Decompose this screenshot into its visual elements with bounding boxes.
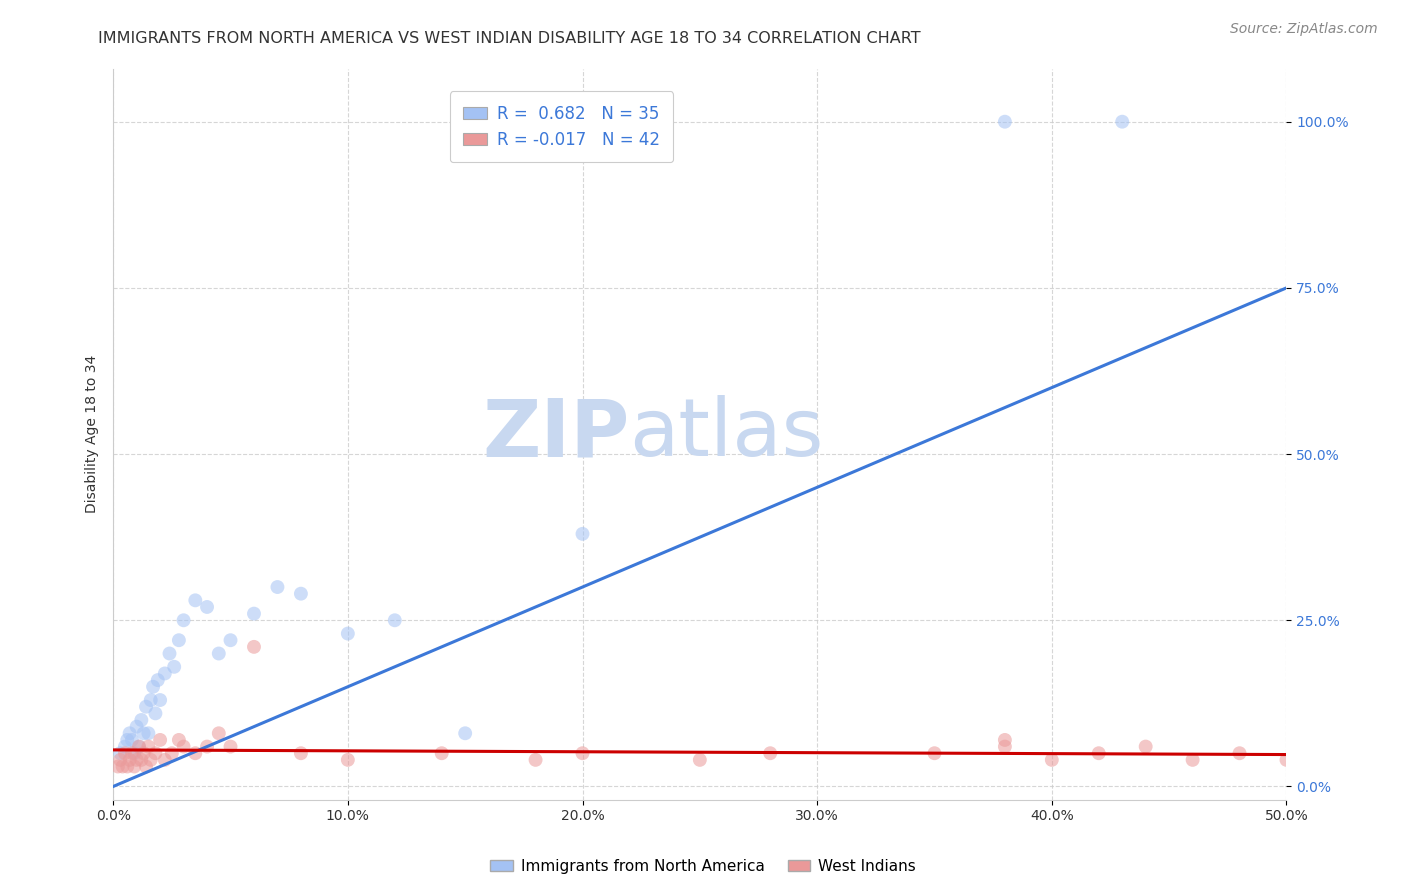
Point xyxy=(125,720,148,734)
Legend: R =  0.682   N = 35, R = -0.017   N = 42: R = 0.682 N = 35, R = -0.017 N = 42 xyxy=(450,92,673,162)
Point xyxy=(128,739,150,754)
Point xyxy=(384,613,406,627)
Point xyxy=(139,753,162,767)
Point xyxy=(571,746,593,760)
Point xyxy=(243,607,266,621)
Point xyxy=(153,666,176,681)
Point xyxy=(145,746,167,760)
Point xyxy=(132,726,155,740)
Point xyxy=(117,733,139,747)
Point xyxy=(524,753,547,767)
Point xyxy=(125,753,148,767)
Point xyxy=(121,733,143,747)
Point xyxy=(924,746,946,760)
Point xyxy=(1135,739,1157,754)
Point xyxy=(1229,746,1251,760)
Point xyxy=(110,746,132,760)
Point xyxy=(336,753,359,767)
Point xyxy=(138,739,160,754)
Point xyxy=(110,753,132,767)
Point xyxy=(114,746,136,760)
Point xyxy=(173,739,195,754)
Point xyxy=(139,693,162,707)
Point xyxy=(160,746,183,760)
Point xyxy=(146,673,169,687)
Text: atlas: atlas xyxy=(630,395,824,473)
Point xyxy=(430,746,453,760)
Point xyxy=(118,726,141,740)
Point xyxy=(219,633,242,648)
Point xyxy=(219,739,242,754)
Point xyxy=(243,640,266,654)
Point xyxy=(571,526,593,541)
Point xyxy=(759,746,782,760)
Point xyxy=(167,633,190,648)
Text: Source: ZipAtlas.com: Source: ZipAtlas.com xyxy=(1230,22,1378,37)
Text: IMMIGRANTS FROM NORTH AMERICA VS WEST INDIAN DISABILITY AGE 18 TO 34 CORRELATION: IMMIGRANTS FROM NORTH AMERICA VS WEST IN… xyxy=(98,31,921,46)
Point xyxy=(121,746,143,760)
Point xyxy=(118,753,141,767)
Point xyxy=(1111,114,1133,128)
Point xyxy=(142,680,165,694)
Point xyxy=(173,613,195,627)
Point xyxy=(1087,746,1109,760)
Point xyxy=(195,739,218,754)
Point xyxy=(132,746,155,760)
Point xyxy=(994,739,1017,754)
Point xyxy=(124,759,146,773)
Point xyxy=(290,587,312,601)
Point xyxy=(336,626,359,640)
Point xyxy=(117,759,139,773)
Point xyxy=(135,699,157,714)
Point xyxy=(149,693,172,707)
Point xyxy=(145,706,167,721)
Point xyxy=(131,753,153,767)
Point xyxy=(208,647,231,661)
Point xyxy=(1181,753,1204,767)
Point xyxy=(1275,753,1298,767)
Point xyxy=(184,746,207,760)
Point xyxy=(128,739,150,754)
Point xyxy=(159,647,181,661)
Point xyxy=(689,753,711,767)
Point xyxy=(184,593,207,607)
Point xyxy=(114,739,136,754)
Point xyxy=(167,733,190,747)
Point xyxy=(111,759,134,773)
Point xyxy=(290,746,312,760)
Y-axis label: Disability Age 18 to 34: Disability Age 18 to 34 xyxy=(86,355,100,513)
Point xyxy=(138,726,160,740)
Point xyxy=(135,759,157,773)
Point xyxy=(195,599,218,614)
Point xyxy=(454,726,477,740)
Legend: Immigrants from North America, West Indians: Immigrants from North America, West Indi… xyxy=(484,853,922,880)
Point xyxy=(1040,753,1063,767)
Point xyxy=(149,733,172,747)
Point xyxy=(208,726,231,740)
Text: ZIP: ZIP xyxy=(482,395,630,473)
Point xyxy=(107,759,129,773)
Point xyxy=(131,713,153,727)
Point xyxy=(994,733,1017,747)
Point xyxy=(124,746,146,760)
Point xyxy=(153,753,176,767)
Point xyxy=(163,660,186,674)
Point xyxy=(994,114,1017,128)
Point xyxy=(266,580,288,594)
